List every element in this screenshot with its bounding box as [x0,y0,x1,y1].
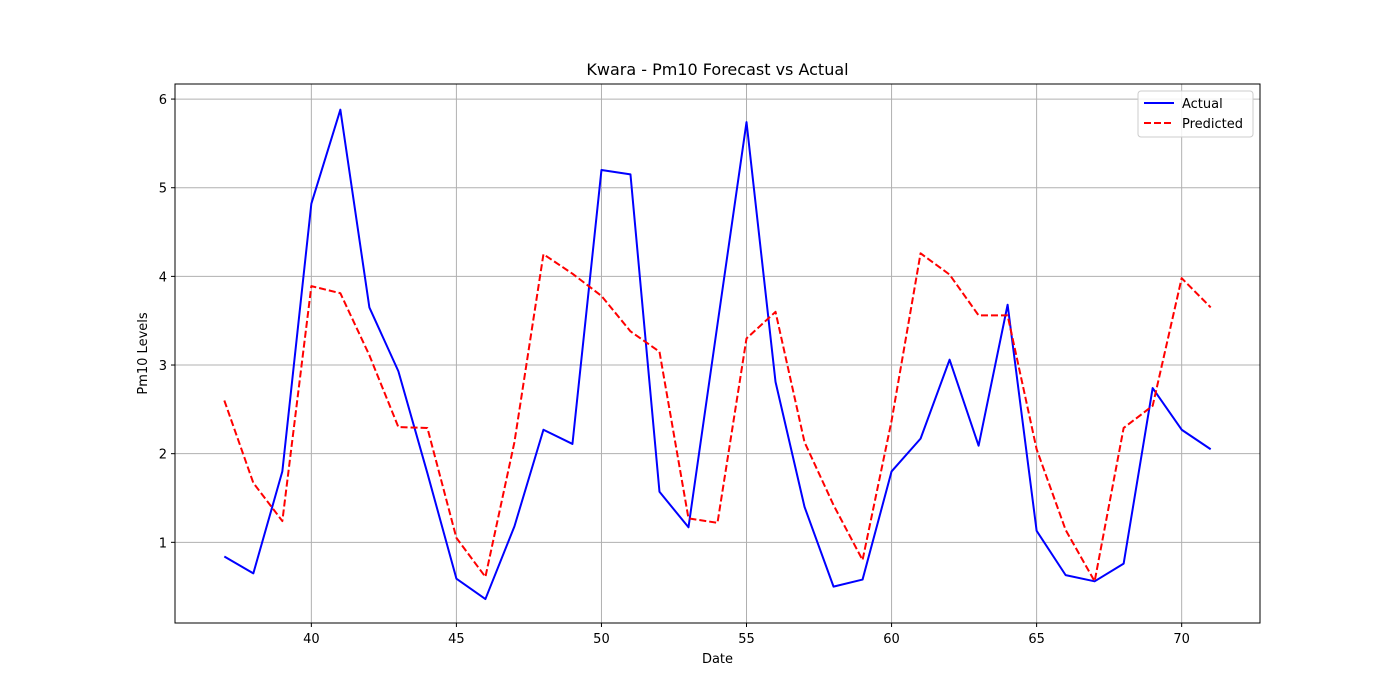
y-tick-label: 2 [159,448,167,463]
data-point-actual [571,443,573,445]
x-tick-label: 45 [448,632,465,647]
data-point-predicted [1065,529,1067,531]
data-point-predicted [426,427,428,429]
data-point-actual [513,525,515,527]
data-point-predicted [775,311,777,313]
x-tick-label: 65 [1028,632,1045,647]
data-point-actual [426,472,428,474]
data-point-predicted [746,337,748,339]
data-point-actual [281,470,283,472]
data-point-predicted [1094,580,1096,582]
data-point-actual [949,359,951,361]
data-point-predicted [833,504,835,506]
x-tick-label: 40 [303,632,320,647]
data-point-actual [252,572,254,574]
data-point-actual [1210,448,1212,450]
data-point-actual [746,121,748,123]
data-point-predicted [629,330,631,332]
data-point-actual [600,169,602,171]
chart-title: Kwara - Pm10 Forecast vs Actual [586,60,848,79]
data-point-actual [658,491,660,493]
data-point-actual [542,429,544,431]
data-point-predicted [223,399,225,401]
data-point-actual [833,586,835,588]
data-point-predicted [513,441,515,443]
data-point-predicted [1181,277,1183,279]
x-axis-label: Date [702,652,733,667]
data-point-actual [397,370,399,372]
x-tick-label: 55 [738,632,755,647]
data-point-predicted [397,426,399,428]
data-point-predicted [281,520,283,522]
legend-label-actual: Actual [1182,97,1223,112]
data-point-predicted [949,274,951,276]
y-tick-label: 1 [159,536,167,551]
data-point-actual [1065,574,1067,576]
y-tick-label: 4 [159,270,167,285]
data-point-predicted [368,354,370,356]
data-point-actual [862,579,864,581]
data-point-predicted [1152,405,1154,407]
data-point-predicted [1210,306,1212,308]
data-point-predicted [542,253,544,255]
data-point-predicted [687,517,689,519]
legend: Actual Predicted [1137,90,1254,138]
y-tick-label: 6 [159,93,167,108]
data-point-actual [920,438,922,440]
data-point-predicted [600,295,602,297]
data-point-actual [978,445,980,447]
data-point-actual [1007,304,1009,306]
data-point-actual [455,578,457,580]
x-tick-label: 70 [1173,632,1190,647]
data-point-actual [629,173,631,175]
data-point-predicted [252,482,254,484]
data-point-actual [1181,429,1183,431]
data-point-predicted [658,351,660,353]
data-point-predicted [1036,448,1038,450]
data-point-actual [775,381,777,383]
series-layer [223,108,1212,601]
data-point-actual [1123,563,1125,565]
data-point-predicted [310,285,312,287]
y-tick-label: 5 [159,182,167,197]
data-point-predicted [1007,314,1009,316]
x-axis: 40 45 50 55 60 65 70 [303,623,1190,647]
data-point-predicted [978,314,980,316]
data-point-predicted [804,441,806,443]
x-tick-label: 50 [593,632,610,647]
x-tick-label: 60 [883,632,900,647]
data-point-actual [368,306,370,308]
data-point-predicted [455,537,457,539]
data-point-actual [310,203,312,205]
data-point-actual [1152,387,1154,389]
y-axis: 1 2 3 4 5 6 [159,93,175,551]
data-point-actual [223,556,225,558]
y-axis-label: Pm10 Levels [136,312,151,394]
data-point-predicted [1123,427,1125,429]
data-point-actual [804,506,806,508]
data-point-actual [484,598,486,600]
series-line-actual [223,108,1212,601]
data-point-predicted [571,273,573,275]
data-point-actual [891,470,893,472]
data-point-predicted [920,252,922,254]
data-point-predicted [862,559,864,561]
data-point-actual [1036,530,1038,532]
plot-frame [174,83,1261,624]
data-point-predicted [339,292,341,294]
data-point-predicted [484,576,486,578]
series-line-predicted [223,252,1212,583]
data-point-actual [339,109,341,111]
data-point-actual [687,526,689,528]
y-tick-label: 3 [159,359,167,374]
data-point-actual [717,323,719,325]
data-point-predicted [891,420,893,422]
legend-label-predicted: Predicted [1182,117,1243,132]
data-point-predicted [717,522,719,524]
